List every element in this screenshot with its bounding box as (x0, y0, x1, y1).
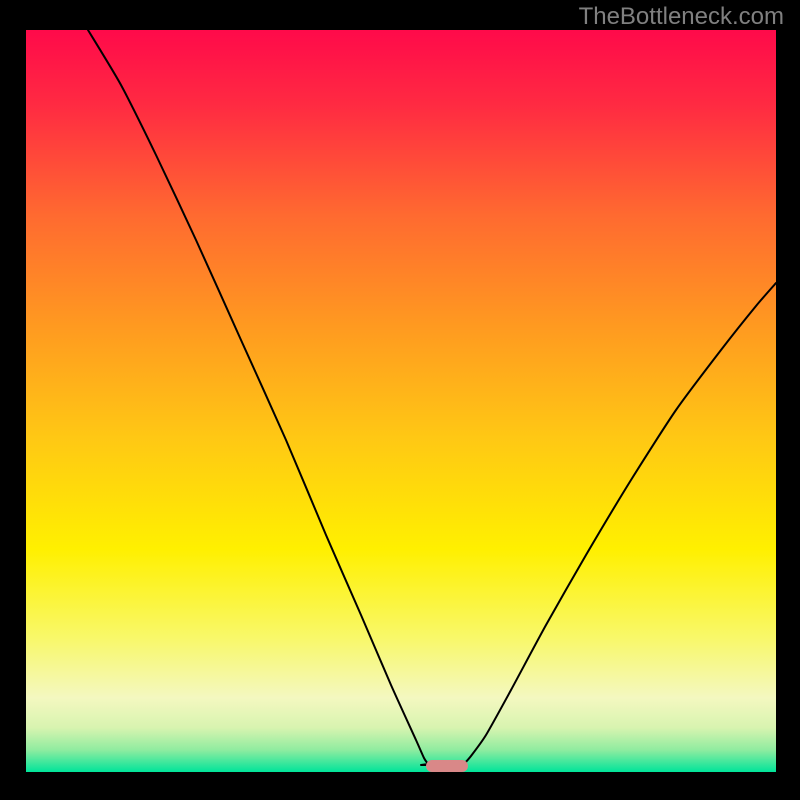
plot-area-svg (0, 0, 800, 800)
notch-marker (426, 760, 468, 772)
watermark-text: TheBottleneck.com (579, 3, 784, 31)
chart-container: TheBottleneck.com (0, 0, 800, 800)
gradient-background (26, 30, 776, 772)
